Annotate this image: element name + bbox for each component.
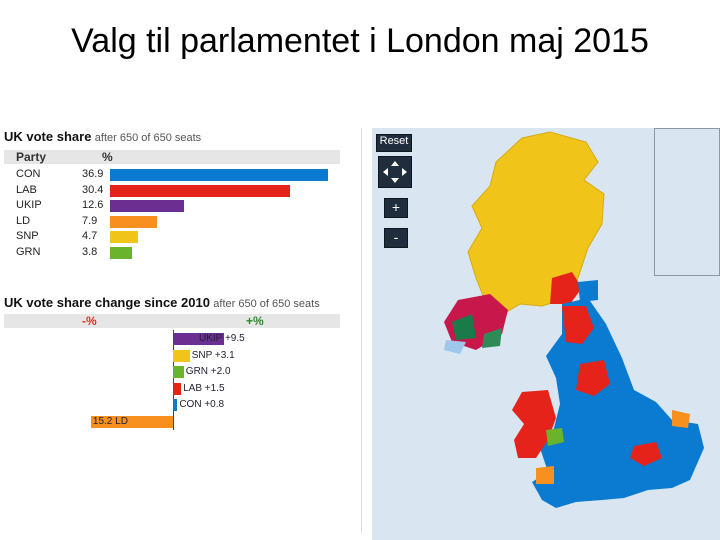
vote-change-bar (173, 349, 190, 362)
slide-title: Valg til parlamentet i London maj 2015 (71, 22, 649, 60)
vote-share-value: 12.6 (82, 199, 104, 211)
negative-change-header: -% (82, 314, 97, 328)
vote-change-label: SNP +3.1 (191, 349, 235, 361)
uk-election-map[interactable] (372, 128, 720, 540)
map-region-england (532, 298, 704, 508)
vote-share-party-label: LD (16, 214, 31, 227)
vote-share-party-label: SNP (16, 230, 39, 242)
map-region-ni-other (482, 328, 502, 348)
map-reset-button[interactable]: Reset (376, 134, 412, 152)
vote-change-label: UKIP +9.5 (199, 333, 245, 344)
change-axis-line (173, 330, 174, 430)
vote-share-bar (110, 231, 138, 243)
map-region-scotland-con (578, 280, 598, 302)
map-region-green (546, 428, 564, 446)
map-region-ni-sinn-fein (452, 314, 476, 340)
vote-change-bar (173, 382, 182, 395)
vote-change-label: CON +0.8 (179, 399, 225, 410)
vote-share-party-label: GRN (16, 245, 41, 258)
map-region-north-england-lab (562, 306, 594, 344)
map-region-wales (512, 390, 556, 458)
party-column-header: Party (16, 150, 47, 164)
map-region-scotland (467, 131, 605, 317)
vote-share-value: 3.8 (82, 245, 98, 258)
vote-share-value: 30.4 (82, 183, 104, 196)
map-region-london (630, 442, 662, 466)
vote-share-header: UK vote share after 650 of 650 seats (4, 129, 201, 144)
vote-share-title: UK vote share (4, 129, 92, 144)
vote-share-bar (110, 169, 328, 181)
vote-share-party-label: CON (16, 168, 41, 180)
vote-change-label: GRN +2.0 (185, 366, 231, 377)
vote-change-subtitle: after 650 of 650 seats (213, 298, 320, 310)
map-zoom-in-button[interactable]: + (384, 198, 408, 218)
vote-share-value: 4.7 (82, 230, 98, 242)
vote-change-bar (90, 415, 173, 428)
vote-share-party-label: UKIP (16, 199, 42, 211)
percent-column-header: % (102, 150, 113, 164)
map-region-scotland-lab (550, 272, 582, 304)
map-region-midlands-lab (576, 360, 610, 396)
positive-change-header: +% (246, 314, 264, 328)
vote-change-title: UK vote share change since 2010 (4, 295, 210, 310)
vote-share-bar (110, 184, 290, 197)
pan-arrows-icon (383, 161, 407, 183)
map-inset-box (654, 128, 720, 276)
vote-change-header: UK vote share change since 2010 after 65… (4, 295, 320, 310)
vote-change-label: LAB +1.5 (183, 382, 225, 394)
map-zoom-out-button[interactable]: - (384, 228, 408, 248)
vote-change-bar (173, 399, 178, 411)
vote-share-table-header: Party % (4, 150, 340, 164)
vote-share-party-label: LAB (16, 183, 37, 196)
vote-change-label: 15.2 LD (92, 415, 128, 427)
map-pan-button[interactable] (378, 156, 412, 188)
vote-share-value: 7.9 (82, 214, 98, 227)
map-divider (361, 128, 372, 533)
vote-share-subtitle: after 650 of 650 seats (94, 132, 202, 144)
map-region-ld (536, 466, 554, 484)
vote-change-bar (173, 366, 184, 378)
vote-share-bar (110, 200, 185, 212)
map-region-ni-alliance (444, 340, 466, 354)
vote-share-bar (110, 246, 133, 259)
map-region-east-ukip (672, 410, 690, 428)
vote-change-table-header: -% +% (4, 314, 340, 328)
vote-change-bar (173, 333, 225, 345)
vote-share-bar (110, 215, 157, 228)
vote-share-value: 36.9 (82, 168, 104, 180)
